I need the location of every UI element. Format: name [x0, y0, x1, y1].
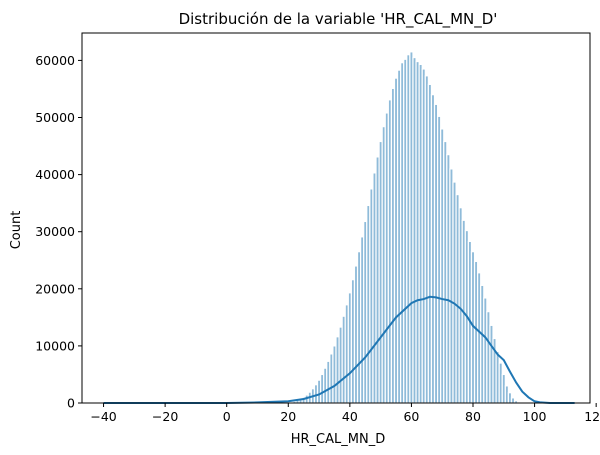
axes-frame	[81, 32, 591, 404]
x-axis-label: HR_CAL_MN_D	[291, 432, 385, 447]
x-tick-label: 60	[403, 409, 419, 424]
plot-border	[81, 32, 591, 404]
y-tick-label: 10000	[35, 338, 75, 353]
y-tick-label: 60000	[35, 53, 75, 68]
x-tick-label: 40	[342, 409, 358, 424]
x-tick-label: 0	[223, 409, 231, 424]
x-tick-label: 20	[280, 409, 296, 424]
chart-title: Distribución de la variable 'HR_CAL_MN_D…	[179, 10, 498, 29]
y-axis-ticks: 0 10000 20000 30000 40000 50000 60000	[35, 53, 82, 411]
x-tick-label: 120	[584, 409, 600, 424]
x-axis-ticks: −40 −20 0 20 40 60 80 100 120	[90, 403, 600, 424]
y-tick-label: 30000	[35, 224, 75, 239]
kde-curve	[103, 295, 575, 404]
y-axis-label: Count	[9, 211, 24, 250]
histogram-bars	[286, 51, 540, 404]
y-tick-label: 0	[67, 396, 75, 411]
y-tick-label: 20000	[35, 281, 75, 296]
x-tick-label: −40	[90, 409, 116, 424]
x-tick-label: 80	[465, 409, 481, 424]
y-tick-label: 40000	[35, 167, 75, 182]
x-tick-label: −20	[152, 409, 178, 424]
x-tick-label: 100	[523, 409, 547, 424]
y-tick-label: 50000	[35, 110, 75, 125]
